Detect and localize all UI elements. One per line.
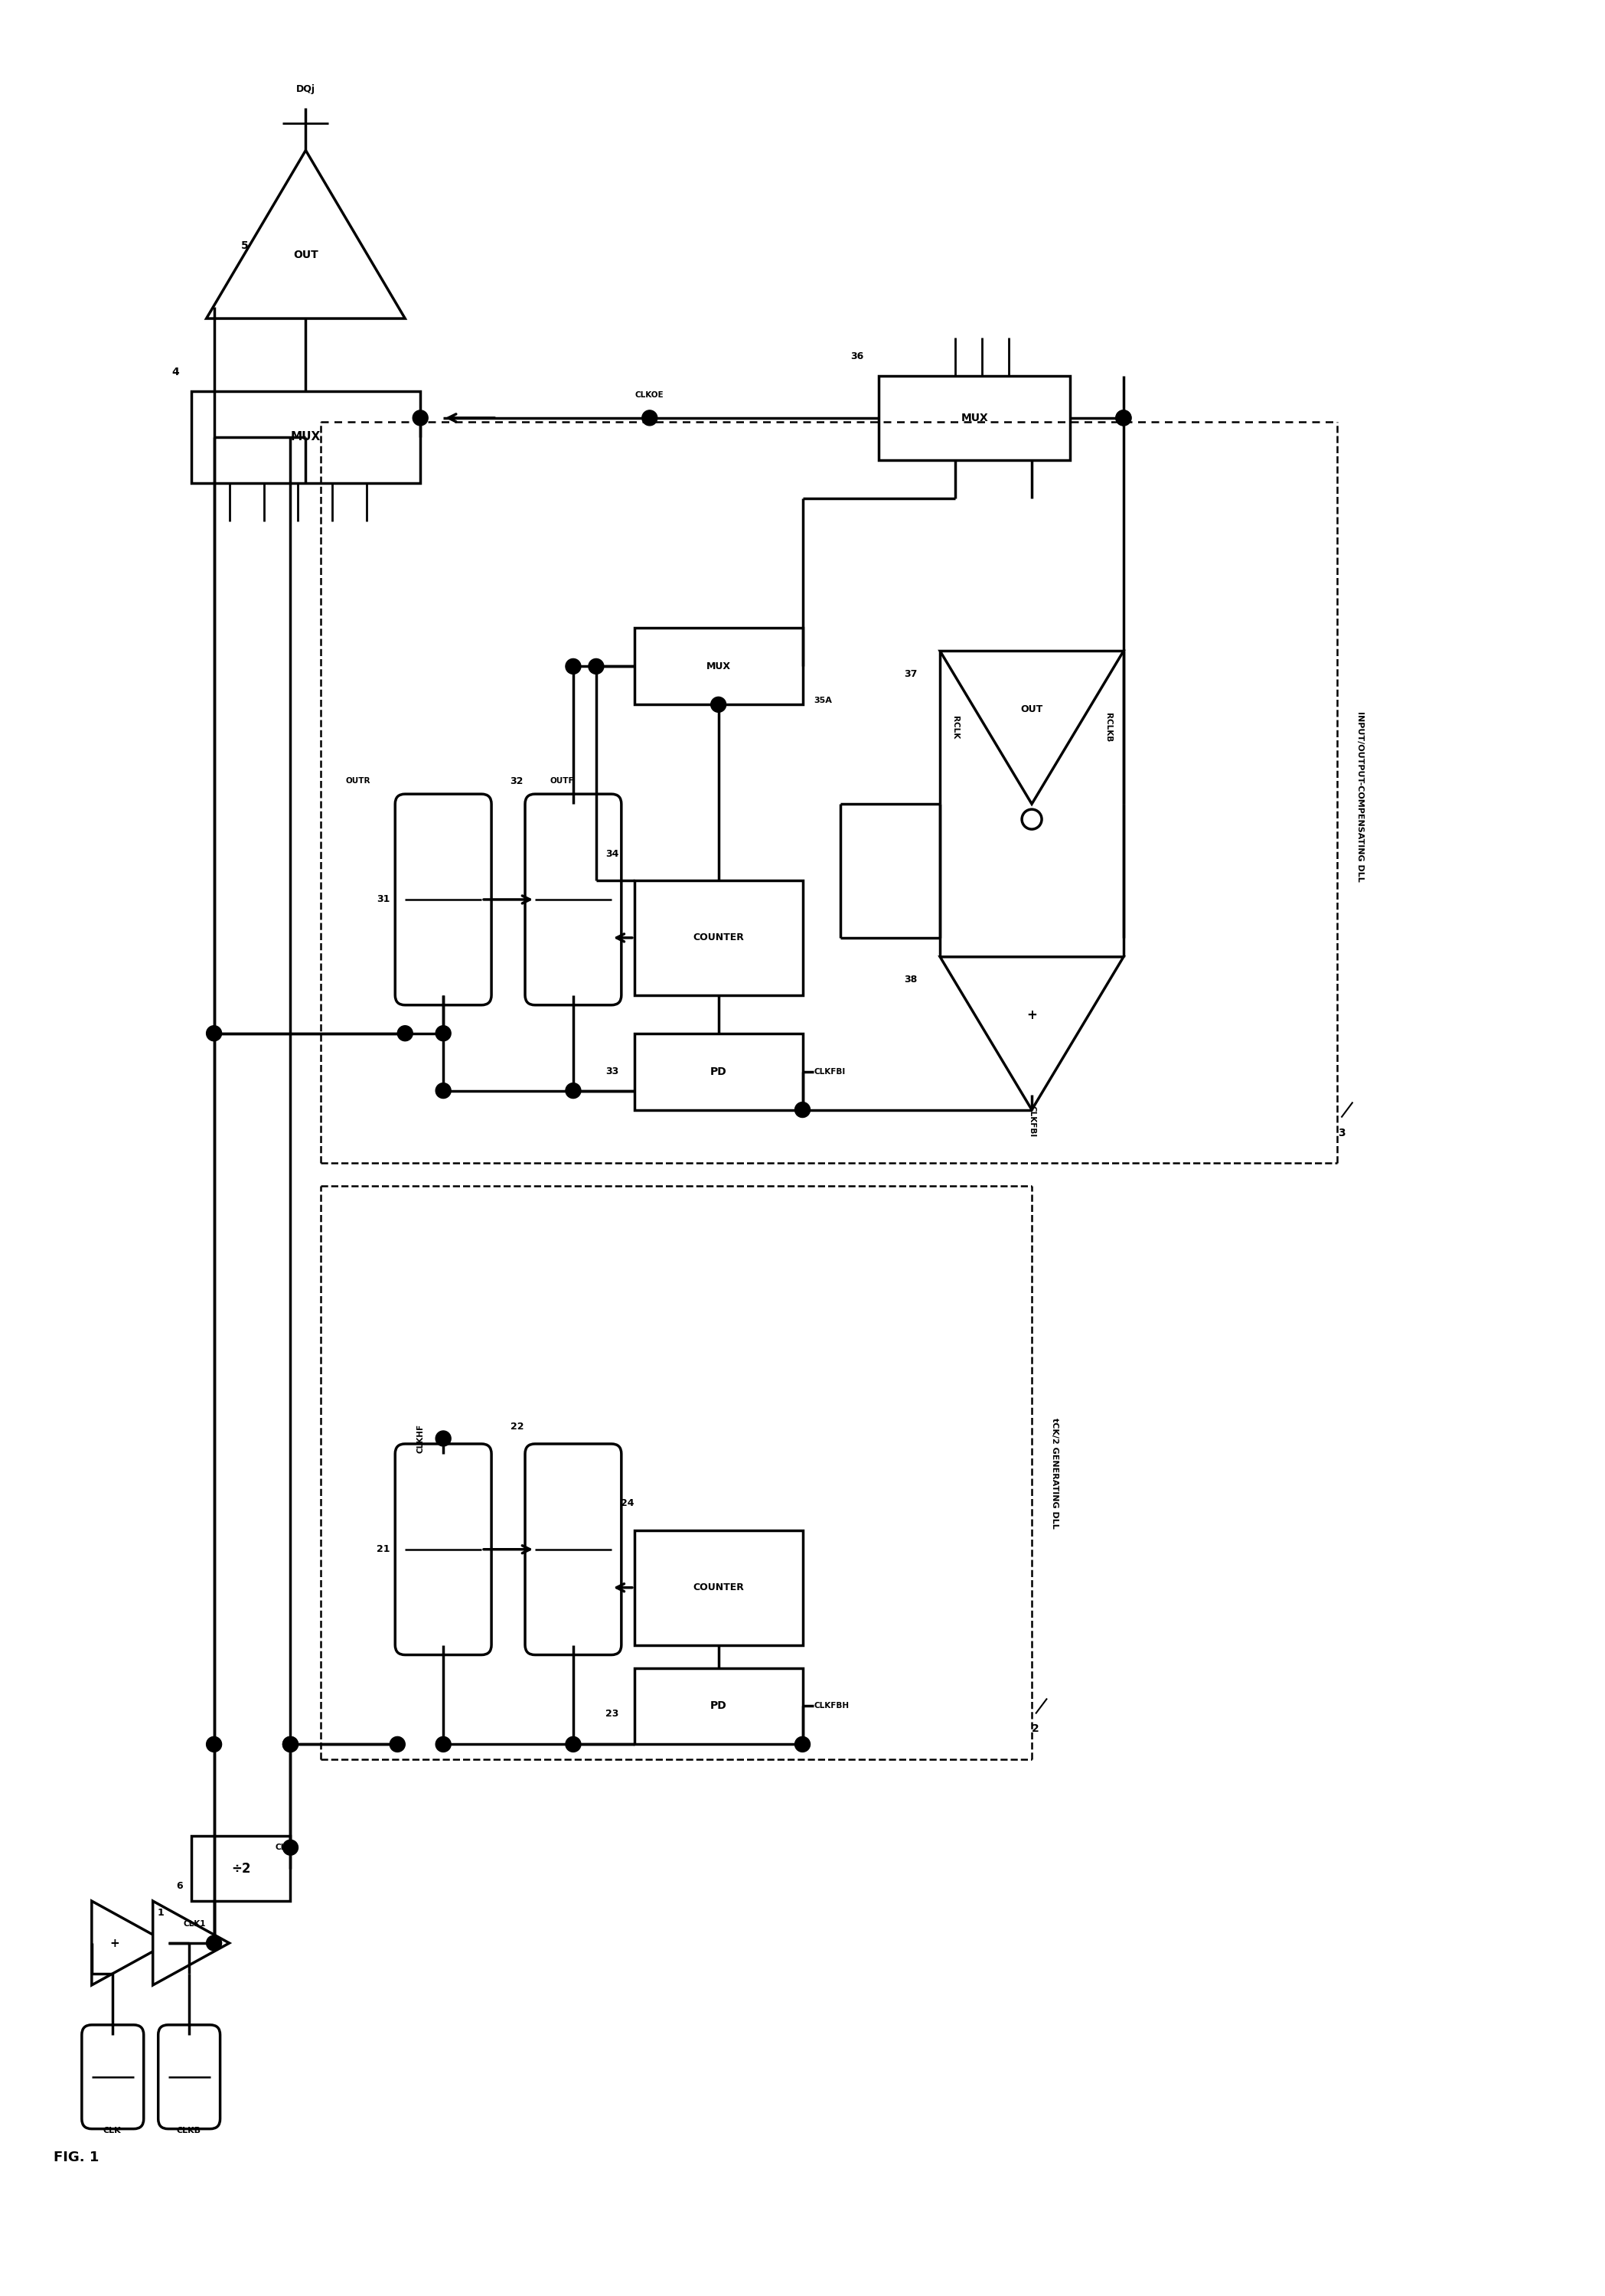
Circle shape [565, 1736, 581, 1752]
Text: CLKFBI: CLKFBI [1027, 1104, 1035, 1137]
Text: 24: 24 [621, 1499, 634, 1508]
Text: 33: 33 [605, 1068, 620, 1077]
Text: OUTR: OUTR [345, 778, 371, 785]
Bar [880, 377, 1071, 459]
FancyBboxPatch shape [525, 1444, 621, 1655]
Text: OUT: OUT [1021, 705, 1043, 714]
Text: PD: PD [709, 1701, 727, 1711]
Text: CLKFBH: CLKFBH [814, 1701, 849, 1711]
Circle shape [207, 1736, 221, 1752]
FancyBboxPatch shape [82, 2025, 144, 2128]
Circle shape [589, 659, 603, 675]
Text: ÷2: ÷2 [231, 1862, 250, 1876]
Text: COUNTER: COUNTER [693, 932, 745, 944]
Text: 3: 3 [1337, 1127, 1345, 1139]
Bar [634, 629, 802, 705]
Text: CLKHF: CLKHF [417, 1424, 424, 1453]
FancyBboxPatch shape [525, 794, 621, 1006]
Bar [191, 1837, 291, 1901]
Circle shape [282, 1736, 299, 1752]
Text: 4: 4 [172, 367, 180, 377]
Text: 31: 31 [377, 895, 390, 905]
Text: MUX: MUX [706, 661, 730, 670]
Text: 1: 1 [157, 1908, 164, 1917]
Circle shape [1115, 411, 1132, 425]
Circle shape [794, 1102, 811, 1118]
Circle shape [207, 1936, 221, 1952]
Circle shape [642, 411, 658, 425]
Text: +: + [1027, 1008, 1037, 1022]
Circle shape [435, 1736, 451, 1752]
Text: CLK: CLK [103, 2126, 122, 2135]
Circle shape [207, 1026, 221, 1040]
Text: 35A: 35A [814, 698, 833, 705]
Circle shape [282, 1736, 299, 1752]
Text: 23: 23 [605, 1708, 620, 1720]
Text: RCLKB: RCLKB [1104, 712, 1112, 742]
Text: PD: PD [709, 1065, 727, 1077]
Text: 32: 32 [510, 776, 523, 785]
Text: CLKOE: CLKOE [636, 390, 664, 400]
Text: 38: 38 [904, 976, 916, 985]
Circle shape [794, 1736, 811, 1752]
Bar [634, 1667, 802, 1745]
Text: 37: 37 [904, 668, 916, 680]
Text: 21: 21 [377, 1545, 390, 1554]
Text: INPUT/OUTPUT-COMPENSATING DLL: INPUT/OUTPUT-COMPENSATING DLL [1356, 712, 1364, 882]
Circle shape [412, 411, 429, 425]
Text: OUTF: OUTF [551, 778, 575, 785]
Circle shape [282, 1839, 299, 1855]
Text: 5: 5 [241, 241, 249, 250]
FancyBboxPatch shape [395, 1444, 491, 1655]
Polygon shape [207, 149, 404, 319]
Text: -: - [173, 1938, 178, 1949]
Text: +: + [109, 1938, 119, 1949]
Bar [634, 1033, 802, 1109]
Circle shape [398, 1026, 412, 1040]
Polygon shape [941, 652, 1123, 804]
Text: RCLK: RCLK [952, 716, 960, 739]
Circle shape [1022, 808, 1042, 829]
Text: COUNTER: COUNTER [693, 1582, 745, 1593]
Text: MUX: MUX [291, 432, 321, 443]
Bar [634, 879, 802, 994]
Text: DQj: DQj [297, 85, 315, 94]
Bar [634, 1529, 802, 1644]
Bar [191, 390, 421, 482]
Polygon shape [91, 1901, 169, 1986]
Text: CLK1: CLK1 [183, 1919, 205, 1929]
Circle shape [565, 659, 581, 675]
FancyBboxPatch shape [159, 2025, 220, 2128]
Circle shape [565, 1084, 581, 1097]
Circle shape [435, 1430, 451, 1446]
Text: 34: 34 [605, 850, 620, 859]
Circle shape [390, 1736, 404, 1752]
Text: 2: 2 [1032, 1724, 1040, 1733]
Circle shape [435, 1084, 451, 1097]
Text: MUX: MUX [961, 413, 989, 422]
Text: CLK2: CLK2 [274, 1844, 297, 1851]
Text: tCK/2 GENERATING DLL: tCK/2 GENERATING DLL [1051, 1417, 1059, 1529]
Text: OUT: OUT [294, 250, 318, 259]
Text: CLKB: CLKB [177, 2126, 201, 2135]
Polygon shape [941, 957, 1123, 1109]
Circle shape [711, 698, 725, 712]
Text: 22: 22 [510, 1421, 523, 1433]
Circle shape [1115, 411, 1132, 425]
FancyBboxPatch shape [395, 794, 491, 1006]
Text: FIG. 1: FIG. 1 [53, 2151, 100, 2165]
Polygon shape [152, 1901, 230, 1986]
Text: 36: 36 [851, 351, 863, 363]
Text: 6: 6 [177, 1880, 183, 1890]
Text: CLKFBI: CLKFBI [814, 1068, 846, 1075]
Circle shape [435, 1026, 451, 1040]
